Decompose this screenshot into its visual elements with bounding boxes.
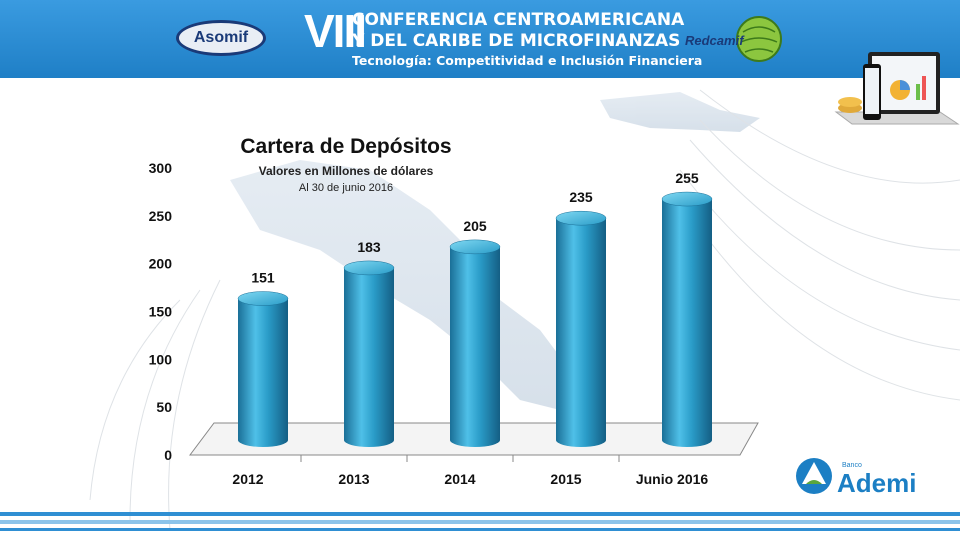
ademi-brand-name: Ademi (837, 468, 917, 498)
x-tick-label: 2013 (338, 471, 369, 487)
bar (238, 298, 288, 447)
y-tick-label: 100 (149, 351, 173, 367)
bar (450, 246, 500, 447)
header-banner: Asomif VIII CONFERENCIA CENTROAMERICANA … (0, 0, 960, 78)
chart-subtitle: Valores en Millones de dólares (259, 164, 434, 178)
y-tick-label: 150 (149, 304, 173, 320)
x-tick-label: 2014 (444, 471, 475, 487)
chart-title: Cartera de Depósitos (240, 135, 451, 158)
conference-title-line2: Y DEL CARIBE DE MICROFINANZAS (352, 31, 681, 51)
data-label: 235 (569, 189, 593, 205)
conference-subtitle: Tecnología: Competitividad e Inclusión F… (352, 53, 703, 68)
bar-top (237, 291, 289, 306)
y-axis: 0 50 100 150 200 250 300 (149, 160, 173, 463)
bar-top (661, 191, 713, 207)
bar-top (555, 210, 607, 226)
data-label: 255 (675, 170, 699, 186)
bar-top (343, 260, 395, 276)
chart-note: Al 30 de junio 2016 (299, 182, 393, 194)
x-axis-labels: 2012 2013 2014 2015 Junio 2016 (232, 455, 708, 487)
y-tick-label: 50 (156, 399, 172, 415)
data-label: 205 (463, 218, 487, 234)
y-tick-label: 300 (149, 160, 173, 176)
bar (662, 199, 712, 447)
asomif-logo-text: Asomif (193, 29, 249, 46)
y-tick-label: 250 (149, 208, 173, 224)
ademi-bank-label: Banco (842, 462, 862, 469)
redcamif-logo-text: Redcamif (685, 33, 744, 48)
y-tick-label: 200 (149, 256, 173, 272)
header-background (0, 0, 960, 78)
bar (344, 267, 394, 447)
redcamif-globe-icon (736, 16, 782, 62)
ademi-logo-icon (796, 458, 832, 494)
conference-title-line1: CONFERENCIA CENTROAMERICANA (352, 10, 685, 30)
data-label: 183 (357, 239, 381, 255)
conference-number: VIII (304, 5, 367, 57)
laptop-chart-icon (834, 52, 960, 125)
y-tick-label: 0 (164, 447, 172, 463)
data-label: 151 (251, 270, 275, 286)
bars-group: 151 183 205 235 255 (237, 170, 713, 447)
x-tick-label: Junio 2016 (636, 471, 709, 487)
x-tick-label: 2012 (232, 471, 263, 487)
x-tick-label: 2015 (550, 471, 581, 487)
footer-stripes (0, 512, 960, 531)
bar (556, 218, 606, 447)
asomif-logo: Asomif (176, 20, 266, 56)
bar-top (449, 239, 501, 255)
